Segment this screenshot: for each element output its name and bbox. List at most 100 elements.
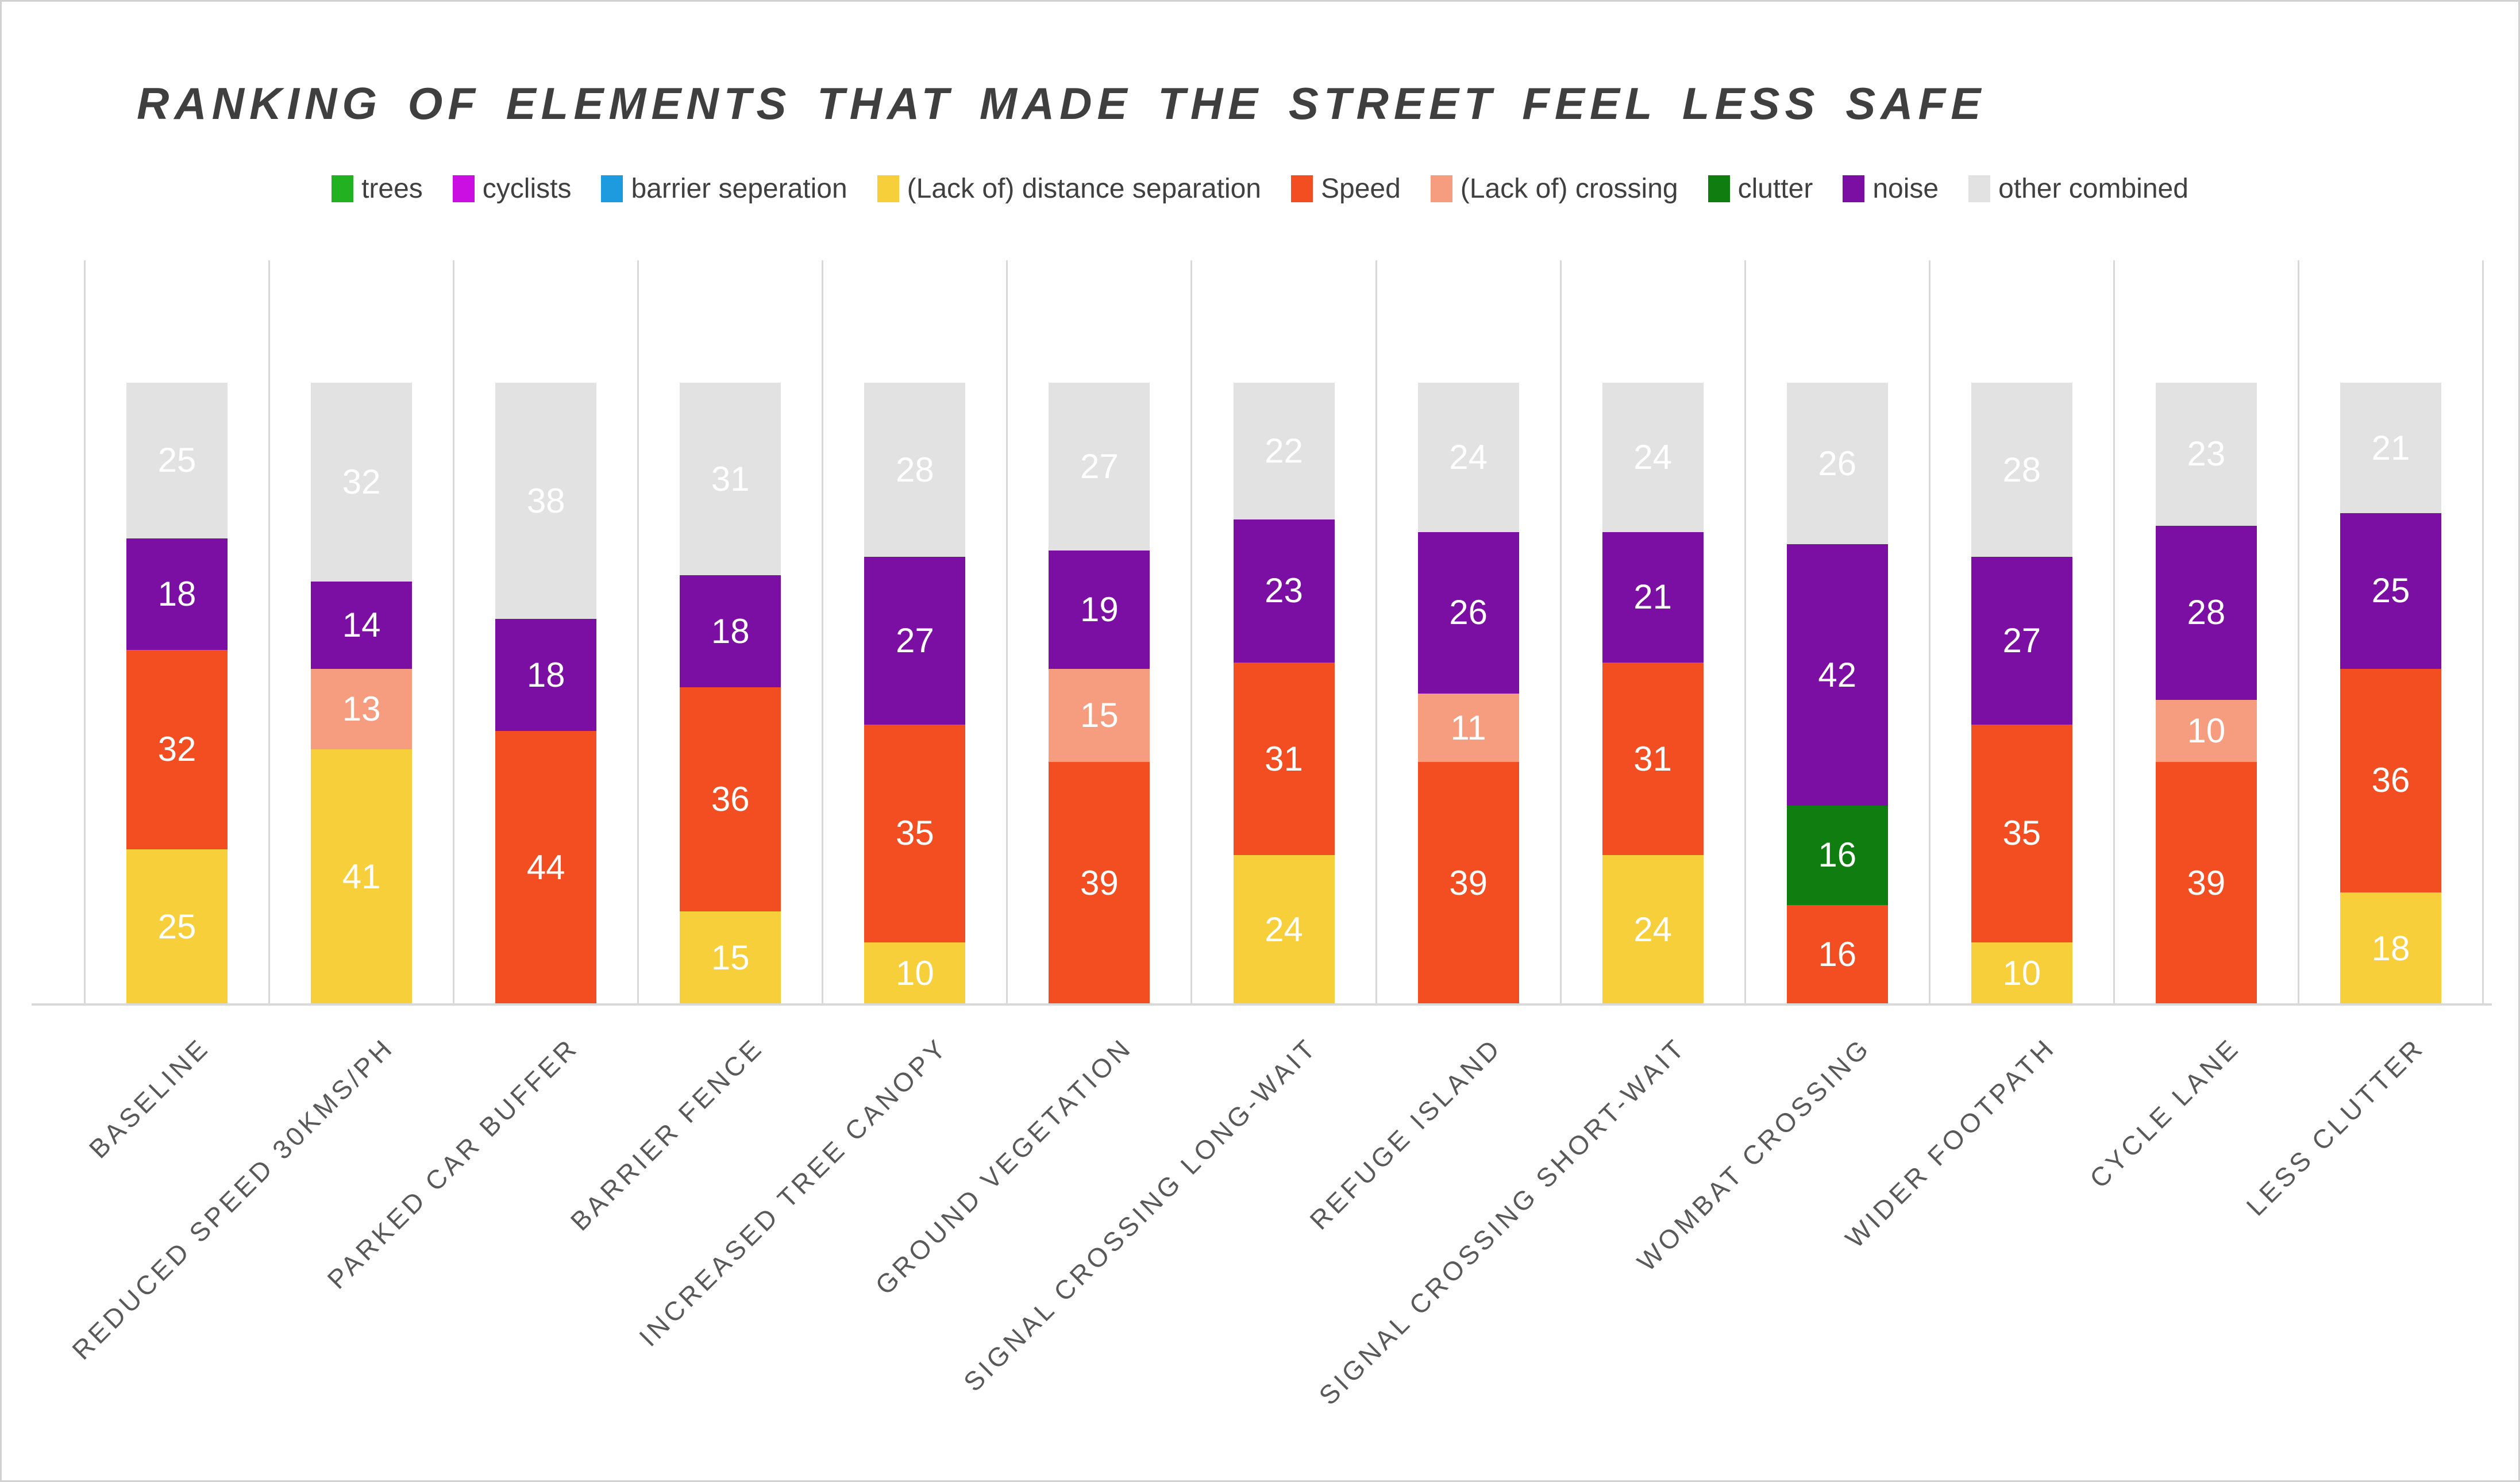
x-axis-label: LESS CLUTTER: [2240, 1031, 2430, 1222]
bar-segment: 31: [680, 383, 781, 576]
legend-swatch-icon: [452, 175, 475, 202]
bar-segment: 27: [864, 557, 966, 725]
bar-segment: 11: [1417, 694, 1519, 763]
bar-segment: 27: [1971, 557, 2072, 725]
bar-value-label: 13: [342, 690, 381, 729]
bar-stack: 31 18 36 15: [680, 383, 781, 1004]
bar-segment: 41: [311, 749, 413, 1004]
bar-stack: 22 23 31 24: [1233, 383, 1335, 1004]
bar-segment: 14: [311, 582, 413, 669]
bar-segment: 26: [1417, 532, 1519, 694]
bar-value-label: 28: [2187, 593, 2226, 632]
bar-stack: 24 26 11 39: [1417, 383, 1519, 1004]
bar-value-label: 26: [1449, 593, 1488, 632]
legend-label: cyclists: [482, 174, 572, 204]
legend-label: clutter: [1737, 174, 1813, 204]
legend-swatch-icon: [1291, 175, 1313, 202]
bar-segment: 18: [2340, 892, 2441, 1004]
bar-segment: 16: [1786, 904, 1888, 1004]
category-column: 26 42 16 16: [1744, 260, 1929, 1004]
bar-segment: 18: [126, 538, 228, 650]
bar-stack: 25 18 32 25: [126, 383, 228, 1004]
bar-value-label: 18: [711, 611, 750, 650]
x-axis-line: [32, 1003, 2492, 1006]
legend-label: (Lack of) crossing: [1460, 174, 1678, 204]
bar-stack: 26 42 16 16: [1786, 383, 1888, 1004]
bar-value-label: 15: [711, 938, 750, 977]
bar-segment: 38: [495, 383, 597, 619]
legend-item: (Lack of) crossing: [1430, 173, 1678, 205]
bar-value-label: 39: [1080, 864, 1119, 903]
category-column: 25 18 32 25: [84, 260, 268, 1004]
bar-segment: 19: [1049, 551, 1150, 669]
bar-segment: 18: [680, 575, 781, 688]
bar-value-label: 25: [157, 907, 196, 946]
bar-segment: 28: [2155, 525, 2257, 700]
x-axis-label: INCREASED TREE CANOPY: [633, 1031, 954, 1352]
x-axis-label: BASELINE: [83, 1031, 215, 1164]
bar-value-label: 21: [2371, 428, 2410, 467]
bar-segment: 35: [864, 725, 966, 942]
bar-value-label: 16: [1818, 836, 1857, 875]
bar-value-label: 10: [895, 953, 934, 992]
bar-segment: 28: [1971, 383, 2072, 557]
bar-segment: 23: [1233, 519, 1335, 663]
bar-value-label: 16: [1818, 935, 1857, 974]
legend: trees cyclists barrier seperation (Lack of)…: [2, 173, 2518, 205]
bar-segment: 18: [495, 619, 597, 731]
category-column: 22 23 31 24: [1190, 260, 1375, 1004]
bar-value-label: 44: [526, 848, 565, 887]
x-axis-label: SIGNAL CROSSING LONG-WAIT: [957, 1031, 1323, 1398]
bar-value-label: 18: [526, 655, 565, 694]
bar-value-label: 28: [2002, 450, 2041, 489]
legend-item: noise: [1843, 173, 1939, 205]
bar-segment: 15: [1049, 668, 1150, 763]
legend-swatch-icon: [1430, 175, 1452, 202]
category-column: 28 27 35 10: [1928, 260, 2113, 1004]
bar-segment: 32: [311, 383, 413, 582]
bar-segment: 31: [1602, 662, 1704, 856]
legend-swatch-icon: [332, 175, 354, 202]
bar-value-label: 41: [342, 857, 381, 896]
legend-swatch-icon: [1968, 175, 1991, 202]
bar-value-label: 32: [342, 463, 381, 502]
category-column: 24 26 11 39: [1375, 260, 1560, 1004]
bar-value-label: 39: [2187, 864, 2226, 903]
legend-item: cyclists: [452, 173, 572, 205]
chart-title: RANKING OF ELEMENTS THAT MADE THE STREET…: [137, 78, 1986, 129]
x-axis-label: SIGNAL CROSSING SHORT-WAIT: [1313, 1031, 1692, 1411]
plot-area: 25 18 32 25 32 14 13 41 38 18 44 31 18 36 15 28 27 35 10 27…: [84, 260, 2484, 1004]
bar-value-label: 26: [1818, 444, 1857, 483]
legend-item: barrier seperation: [601, 173, 847, 205]
category-column: 23 28 10 39: [2113, 260, 2298, 1004]
bar-segment: 26: [1786, 383, 1888, 545]
bar-segment: 24: [1602, 855, 1704, 1004]
bar-stack: 28 27 35 10: [864, 383, 966, 1004]
bar-segment: 10: [864, 942, 966, 1004]
bar-segment: 10: [2155, 699, 2257, 763]
x-axis-label: REDUCED SPEED 30KMS/PH: [66, 1031, 400, 1365]
bar-segment: 10: [1971, 942, 2072, 1004]
bar-value-label: 23: [1265, 571, 1303, 610]
bar-segment: 32: [126, 650, 228, 849]
bar-value-label: 27: [1080, 447, 1119, 486]
bar-segment: 24: [1233, 855, 1335, 1004]
bar-value-label: 23: [2187, 434, 2226, 474]
bar-segment: 21: [1602, 532, 1704, 663]
bar-segment: 35: [1971, 725, 2072, 942]
bar-stack: 27 19 15 39: [1049, 383, 1150, 1004]
bar-value-label: 14: [342, 606, 381, 644]
bar-value-label: 22: [1265, 432, 1303, 471]
bar-stack: 21 25 36 18: [2340, 383, 2441, 1004]
legend-item: Speed: [1291, 173, 1401, 205]
bar-value-label: 36: [711, 779, 750, 818]
category-column: 28 27 35 10: [822, 260, 1006, 1004]
bar-segment: 36: [680, 687, 781, 911]
bar-value-label: 11: [1450, 708, 1486, 747]
legend-item: trees: [332, 173, 423, 205]
bar-value-label: 39: [1449, 864, 1488, 903]
legend-item: other combined: [1968, 173, 2188, 205]
bar-segment: 36: [2340, 668, 2441, 893]
bar-segment: 16: [1786, 805, 1888, 905]
